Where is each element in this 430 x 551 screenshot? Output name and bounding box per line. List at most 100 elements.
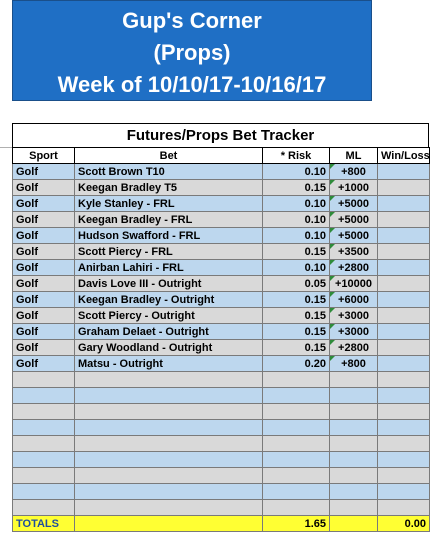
cell-bet[interactable]: Keegan Bradley T5 (74, 179, 263, 196)
cell-win-loss[interactable] (377, 419, 430, 436)
cell-bet[interactable]: Matsu - Outright (74, 355, 263, 372)
cell-win-loss[interactable] (377, 387, 430, 404)
cell-bet[interactable]: Hudson Swafford - FRL (74, 227, 263, 244)
cell-win-loss[interactable] (377, 403, 430, 420)
cell-ml[interactable] (329, 403, 378, 420)
cell-risk[interactable] (262, 467, 330, 484)
cell-risk[interactable]: 0.10 (262, 195, 330, 212)
totals-risk[interactable]: 1.65 (262, 515, 330, 532)
cell-risk[interactable]: 0.15 (262, 291, 330, 308)
cell-bet[interactable]: Gary Woodland - Outright (74, 339, 263, 356)
cell-win-loss[interactable] (377, 291, 430, 308)
cell-win-loss[interactable] (377, 371, 430, 388)
cell-win-loss[interactable] (377, 451, 430, 468)
cell-risk[interactable]: 0.20 (262, 355, 330, 372)
cell-ml[interactable]: +3000 (329, 323, 378, 340)
cell-win-loss[interactable] (377, 483, 430, 500)
cell-risk[interactable]: 0.10 (262, 163, 330, 180)
totals-label[interactable]: TOTALS (12, 515, 75, 532)
cell-bet[interactable]: Davis Love III - Outright (74, 275, 263, 292)
cell-bet[interactable]: Graham Delaet - Outright (74, 323, 263, 340)
cell-win-loss[interactable] (377, 339, 430, 356)
cell-sport[interactable] (12, 387, 75, 404)
cell-risk[interactable]: 0.10 (262, 211, 330, 228)
cell-sport[interactable] (12, 499, 75, 516)
cell-ml[interactable]: +5000 (329, 211, 378, 228)
cell-risk[interactable] (262, 419, 330, 436)
column-header-win-loss[interactable]: Win/Loss (377, 147, 430, 164)
cell-win-loss[interactable] (377, 227, 430, 244)
cell-win-loss[interactable] (377, 259, 430, 276)
cell-ml[interactable]: +3500 (329, 243, 378, 260)
cell-ml[interactable] (329, 387, 378, 404)
cell-risk[interactable]: 0.10 (262, 227, 330, 244)
cell-bet[interactable] (74, 403, 263, 420)
cell-risk[interactable] (262, 499, 330, 516)
cell-risk[interactable]: 0.05 (262, 275, 330, 292)
cell-risk[interactable]: 0.15 (262, 307, 330, 324)
cell-sport[interactable]: Golf (12, 307, 75, 324)
cell-ml[interactable]: +5000 (329, 195, 378, 212)
cell-risk[interactable] (262, 451, 330, 468)
cell-sport[interactable]: Golf (12, 163, 75, 180)
cell-ml[interactable]: +10000 (329, 275, 378, 292)
cell-sport[interactable]: Golf (12, 323, 75, 340)
cell-sport[interactable]: Golf (12, 195, 75, 212)
totals-ml-cell[interactable] (329, 515, 378, 532)
cell-bet[interactable] (74, 451, 263, 468)
cell-sport[interactable] (12, 371, 75, 388)
cell-bet[interactable]: Scott Piercy - Outright (74, 307, 263, 324)
column-header-risk[interactable]: * Risk (262, 147, 330, 164)
cell-risk[interactable]: 0.15 (262, 179, 330, 196)
cell-bet[interactable]: Keegan Bradley - Outright (74, 291, 263, 308)
cell-risk[interactable] (262, 403, 330, 420)
cell-bet[interactable] (74, 387, 263, 404)
cell-sport[interactable] (12, 467, 75, 484)
cell-sport[interactable] (12, 403, 75, 420)
cell-risk[interactable]: 0.15 (262, 323, 330, 340)
cell-win-loss[interactable] (377, 499, 430, 516)
cell-ml[interactable]: +800 (329, 355, 378, 372)
cell-win-loss[interactable] (377, 323, 430, 340)
cell-bet[interactable] (74, 419, 263, 436)
cell-win-loss[interactable] (377, 195, 430, 212)
cell-ml[interactable]: +2800 (329, 339, 378, 356)
cell-bet[interactable] (74, 483, 263, 500)
cell-risk[interactable] (262, 387, 330, 404)
cell-win-loss[interactable] (377, 467, 430, 484)
cell-sport[interactable]: Golf (12, 275, 75, 292)
cell-win-loss[interactable] (377, 307, 430, 324)
cell-ml[interactable] (329, 435, 378, 452)
cell-risk[interactable] (262, 371, 330, 388)
cell-win-loss[interactable] (377, 211, 430, 228)
cell-sport[interactable]: Golf (12, 211, 75, 228)
cell-sport[interactable]: Golf (12, 291, 75, 308)
column-header-bet[interactable]: Bet (74, 147, 263, 164)
cell-sport[interactable]: Golf (12, 243, 75, 260)
cell-bet[interactable] (74, 435, 263, 452)
cell-ml[interactable] (329, 483, 378, 500)
cell-ml[interactable]: +2800 (329, 259, 378, 276)
cell-sport[interactable]: Golf (12, 259, 75, 276)
cell-bet[interactable]: Keegan Bradley - FRL (74, 211, 263, 228)
cell-risk[interactable]: 0.15 (262, 339, 330, 356)
cell-win-loss[interactable] (377, 435, 430, 452)
cell-bet[interactable]: Kyle Stanley - FRL (74, 195, 263, 212)
cell-ml[interactable] (329, 451, 378, 468)
cell-ml[interactable] (329, 419, 378, 436)
cell-ml[interactable]: +6000 (329, 291, 378, 308)
cell-win-loss[interactable] (377, 179, 430, 196)
cell-win-loss[interactable] (377, 163, 430, 180)
cell-ml[interactable] (329, 499, 378, 516)
cell-bet[interactable] (74, 499, 263, 516)
cell-sport[interactable] (12, 451, 75, 468)
cell-sport[interactable] (12, 435, 75, 452)
cell-risk[interactable]: 0.10 (262, 259, 330, 276)
totals-bet-cell[interactable] (74, 515, 263, 532)
cell-win-loss[interactable] (377, 355, 430, 372)
cell-bet[interactable]: Scott Piercy - FRL (74, 243, 263, 260)
totals-win-loss[interactable]: 0.00 (377, 515, 430, 532)
cell-ml[interactable]: +3000 (329, 307, 378, 324)
cell-bet[interactable] (74, 467, 263, 484)
cell-ml[interactable]: +1000 (329, 179, 378, 196)
